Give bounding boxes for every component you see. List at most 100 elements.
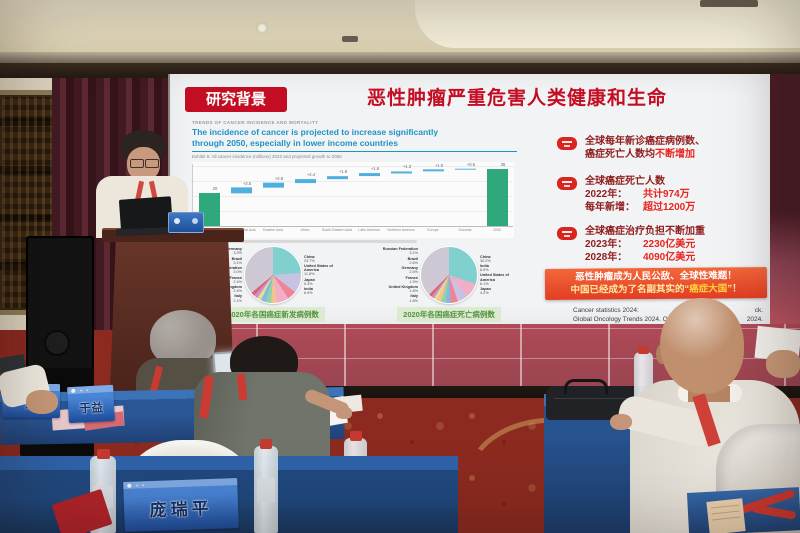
pie-disc-new-cases [244,246,302,304]
led-screen: 研究背景 恶性肿瘤严重危害人类健康和生命 TRENDS OF CANCER IN… [170,74,770,324]
pie-label: Japan 5.3% [304,277,315,286]
audience3-hand [610,414,632,430]
ceiling-slot [342,36,358,42]
stat-key: 2022年： [585,189,628,200]
audience-hand [26,390,58,414]
stat-key: 2023年： [585,239,628,250]
chart-footnote-strip [192,240,417,243]
wf-x-label: 2050 [493,228,501,232]
wf-value-label: 35 [500,161,506,167]
waterfall-chart: 20 +3.5 +2.8 +2.4 +1.9 +1.6 +1.3 +1.0 +0.5 35 20 2… [192,162,514,238]
stat-text: 全球癌症死亡人数 2022年： 共计974万 每年新增： 超过1200万 [585,175,695,214]
right-curtain [770,74,800,326]
stat-bullet: 全球癌症治疗负担不断加重 2023年： 2230亿美元 2028年： 4090亿美元 [545,225,767,264]
section-tag: 研究背景 [185,87,287,112]
pie-group-deaths: Russian Federation 3.1% Brazil 2.6% Germany 2… [374,246,524,322]
wf-x-label: Latin America [358,228,380,232]
wf-value-label: +2.8 [274,176,284,182]
pie-label: Italy 2.1% [233,294,242,303]
name-card-3: 庞瑞平 [123,478,239,532]
pie-label: India 8.5% [480,263,489,273]
pie-label: India 6.9% [304,287,313,296]
notepad [706,498,746,533]
wf-bar [199,193,220,226]
wf-value-label: +1.0 [434,162,444,168]
wf-value-label: +1.3 [402,164,412,170]
wf-x-label: Eastern Asia [263,228,283,232]
bottle-cap [97,449,110,459]
wf-bar [327,176,348,180]
stat-badge-icon [557,177,577,190]
stat-value: 2230亿美元 [643,239,696,250]
wf-bar [423,169,444,172]
stat-line: 癌症死亡人数均 [585,149,655,160]
wf-x-label: Africa [300,228,310,232]
audience3-head [660,298,744,394]
citation-line1-right: ck. [754,307,763,314]
trends-headline: The incidence of cancer is projected to … [192,127,524,148]
pie-label: France 2.4% [229,275,242,284]
stat-text: 全球每年新诊癌症病例数、 癌症死亡人数均不断增加 [585,135,705,161]
stats-block: 全球每年新诊癌症病例数、 癌症死亡人数均不断增加 全球癌症死亡人数 2022年：… [544,120,768,325]
curtain-rail [0,52,800,64]
headline-rule [192,151,518,152]
stat-value: 超过1200万 [643,202,696,213]
bottle-cap [260,439,272,449]
air-vent [700,0,758,7]
pie-label: Brazil 3.1% [231,256,242,265]
wf-value-label: +0.5 [466,161,476,167]
pie-left-labels: Russian Federation 3.1% Brazil 2.6% Germany 2… [374,247,420,302]
audience1-hair [150,310,216,366]
wf-x-label: South-Eastern Asia [322,228,352,232]
stat-badge-icon [557,137,577,150]
pie-caption-deaths: 2020年各国癌症死亡病例数 [397,307,501,322]
pie-label: Italy 1.8% [409,294,418,303]
stat-bullet: 全球每年新诊癌症病例数、 癌症死亡人数均不断增加 [545,135,767,161]
wf-value-label: +2.4 [306,172,316,178]
stat-line: 全球每年新诊癌症病例数、 [585,136,705,147]
speaker-port-icon [44,330,70,356]
waterfall-plot: 20 +3.5 +2.8 +2.4 +1.9 +1.6 +1.3 +1.0 +0.5 35 [192,161,513,227]
pie-label: China 23.7% [304,254,315,263]
stat-value: 共计974万 [643,189,690,200]
banner-line2-post: ”！ [727,282,742,294]
pie-label: China 30.2% [480,254,491,263]
pie-label: France 1.9% [405,275,418,284]
presenter-glasses-icon [130,159,144,168]
wf-bar [263,183,284,188]
pie-label: United States of America 11.8% [304,263,333,277]
wf-bar [359,173,380,177]
stat-key: 2028年： [585,252,628,263]
stat-line: 全球癌症死亡人数 [585,176,665,187]
stat-emphasis: 不断增加 [655,149,695,160]
pie-label: Germany 3.3% [225,247,242,256]
presenter-glasses-icon [145,159,159,168]
banner-line2-pre: 中国已经成为了名副其实的“ [570,283,690,296]
pie-label: Russian Federation 3.1% [382,247,418,256]
stat-line: 全球癌症治疗负担不断加重 [585,226,705,237]
slide-title: 恶性肿瘤严重危害人类健康和生命 [366,88,667,109]
lectern-plaque [168,212,204,233]
bottle-cap [350,431,362,441]
pie-label: Germany 2.5% [401,266,418,275]
citation-line2-left: Global Oncology Trends 2024. Outlook to [573,316,693,323]
recessed-light-icon [256,22,268,34]
exhibit-caption: Exhibit 5: All cancer incidence (million… [192,154,342,159]
wf-bar [231,187,252,194]
ceiling-light-cove [415,0,800,48]
pie-caption-new-cases: 2020年各国癌症新发病例数 [221,307,325,322]
pie-label: United States of America 6.1% [480,273,509,286]
stat-key: 每年新增： [585,202,635,213]
alert-banner: 恶性肿瘤成为人民公敌、全球性难题！ 中国已经成为了名副其实的“癌症大国”！ [544,267,768,300]
trends-kicker: TRENDS OF CANCER INCIDENCE AND MORTALITY [192,120,319,125]
citation: Cancer statistics 2024: ck. Global Oncol… [573,307,765,325]
pie-label: United Kingdom 1.8% [388,284,418,294]
trends-block: TRENDS OF CANCER INCIDENCE AND MORTALITY… [192,120,524,322]
bottle-cap [638,346,649,354]
wf-x-label: Europe [427,228,439,232]
trends-headline-line2: through 2050, especially in lower income… [192,137,398,148]
wf-value-label: +3.5 [242,180,252,186]
pie-right-labels: China 30.2% India 8.5% United States of Amer… [478,255,524,296]
